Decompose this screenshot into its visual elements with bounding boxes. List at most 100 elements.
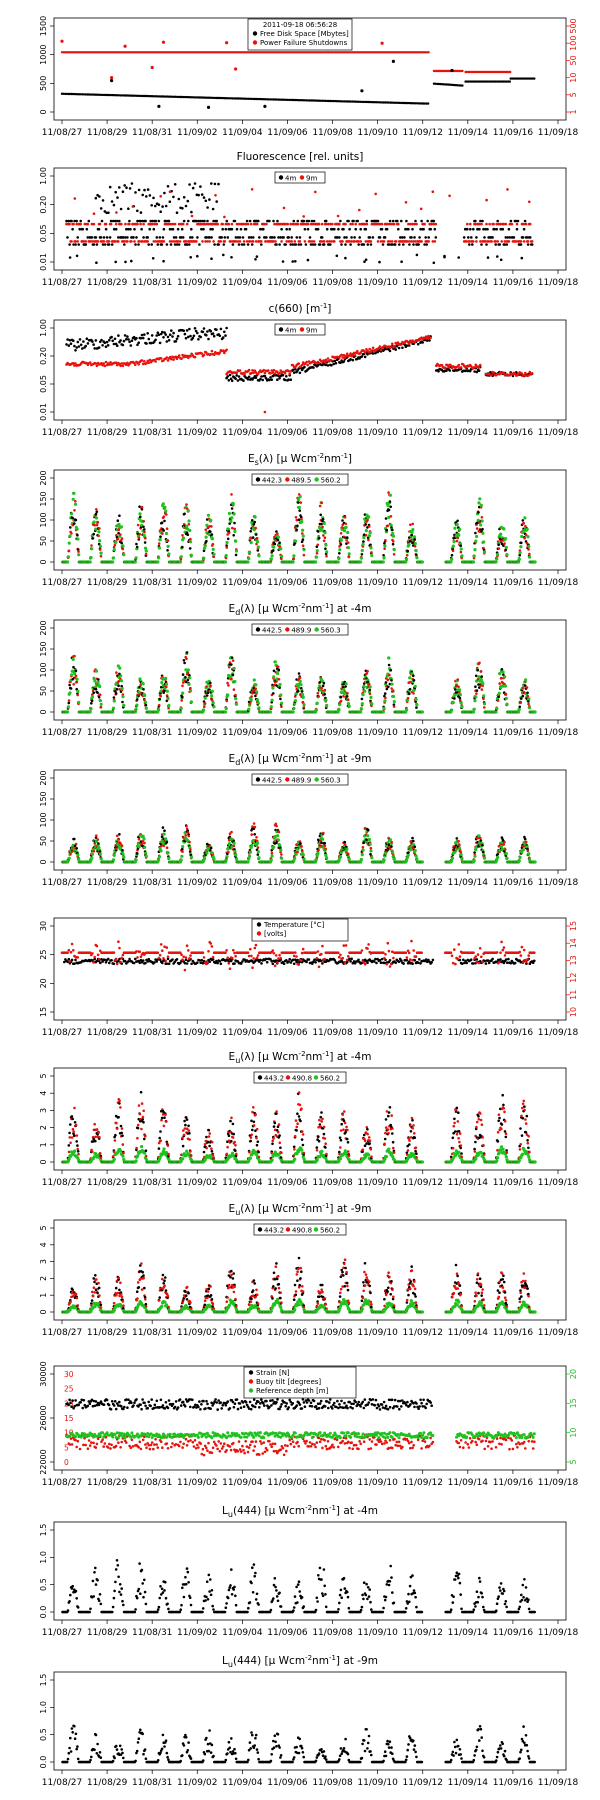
fluor-black-point [333,227,336,231]
fluor-black-point [95,261,98,265]
es-green-point [269,557,273,561]
es-green-point [386,503,390,508]
es-red-point [456,536,460,540]
fluor-black-point [353,236,356,239]
es-green-point [367,534,371,538]
c660-red-point [235,371,238,375]
ed4-points [61,651,537,714]
fluor-black-point [396,219,399,223]
fluor-x-tick-label: 11/09/06 [267,278,308,288]
es-black-point [139,515,142,519]
ed4-green-point [76,689,80,694]
fluor-red-point [472,240,475,243]
fluor-red-point [124,222,127,226]
fluor-red-point [382,240,386,243]
c660-red-point [102,362,105,365]
ed4-green-point [112,699,116,703]
fluor-black-point [241,236,245,239]
fluor-black-point [248,219,252,223]
ed4-green-point [224,706,228,711]
es-black-point [135,545,139,549]
es-green-point [414,549,418,553]
es-green-point [520,534,524,539]
c660-x-tick-label: 11/09/12 [403,428,443,438]
es-black-point [406,549,410,553]
fluor-black-point [432,219,436,223]
es-red-point [96,520,100,524]
es-black-point [91,537,95,540]
fluor-black-point [129,227,132,231]
c660-black-point [128,340,131,344]
es-green-point [415,556,419,560]
es-red-point [230,493,233,496]
disk-y-tick-label: 50 [569,55,578,65]
ed4-y-tick-label: 0 [39,709,48,714]
fluor-black-point [210,236,213,239]
fluor-black-point [278,243,281,246]
disk-black-point [391,59,395,64]
c660-black-point [475,370,479,374]
c660-red-point [251,369,254,372]
c660-black-point [174,340,178,343]
c660-red-point [212,353,216,357]
fluor-red-point [251,240,255,243]
fluor-red-point [282,206,286,210]
fluor-black-point [308,236,312,239]
c660-black-point [228,373,232,377]
c660-x-tick-label: 11/09/02 [177,428,217,438]
fluor-red-point [286,222,290,226]
fluor-black-point [462,236,466,239]
fluor-black-point [262,227,265,231]
c660-black-point [421,341,425,344]
fluor-black-point [364,227,368,231]
es-red-point [459,550,463,554]
fluor-red-point [376,240,380,243]
fluor-black-point [329,243,332,246]
ed4-green-point [93,679,97,683]
es-red-point [144,552,148,556]
es-green-point [202,556,206,560]
fluor-black-point [184,204,188,208]
fluor-black-point [325,227,329,231]
ed4-red-point [186,671,190,675]
es-red-point [455,539,459,543]
fluor-black-point [295,236,299,239]
es-legend-marker [255,477,261,482]
fluor-black-point [152,196,155,200]
c660-black-point [227,379,231,382]
es-black-point [297,518,301,521]
es-black-point [296,524,299,528]
ed4-green-point [202,708,206,712]
es-legend-marker [314,477,319,482]
ed4-green-point [186,668,190,672]
es-red-point [409,523,412,527]
fluor-black-point [292,219,296,223]
es-green-point [225,540,229,545]
es-red-point [187,523,191,526]
disk-black-point [110,79,114,83]
fluor-black-point [200,193,204,196]
c660-black-point [119,339,122,342]
es-black-point [520,541,523,545]
es-black-point [324,547,327,550]
fluor-red-point [351,222,354,226]
fluor-red-point [331,222,334,226]
fluor-black-point [118,219,121,223]
es-red-point [95,523,99,527]
fluor-red-point [448,194,451,198]
es-black-point [232,534,235,537]
fluor-black-point [485,243,488,246]
c660-red-point [95,364,99,368]
c660-panel: 11/08/27 11/08/29 11/08/31 11/09/02 11/09/04… [39,319,578,438]
ed4-red-point [167,706,170,710]
ed4-red-point [165,685,168,689]
es-green-point [234,539,238,543]
fluor-black-point [491,236,494,239]
es-title-part: -1 [341,452,348,460]
es-black-point [456,519,459,523]
fluor-black-point [114,260,117,264]
fluor-black-point [134,243,137,246]
disk-red-point [380,41,384,45]
es-legend-label: 442.3 [262,476,282,484]
fluor-black-point [357,243,361,246]
